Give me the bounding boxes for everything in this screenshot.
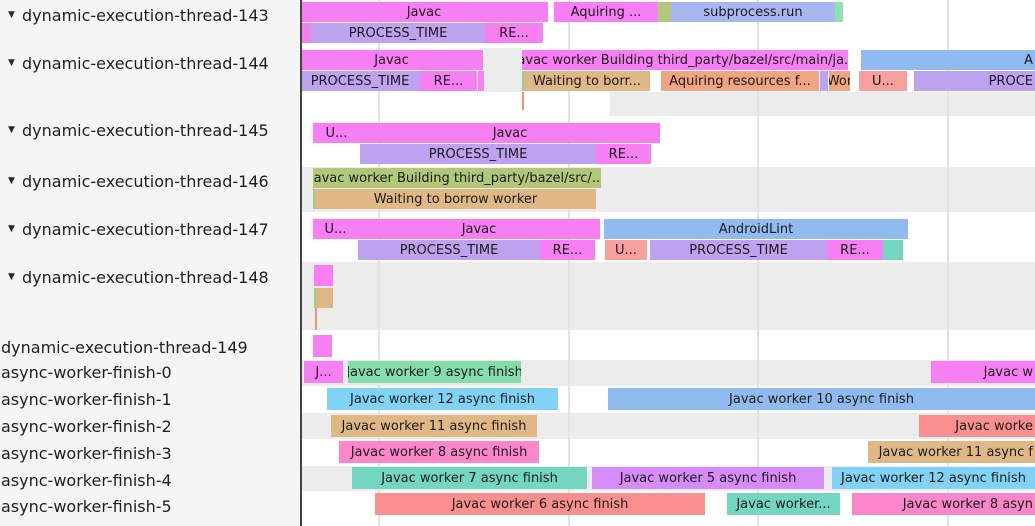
timeline-slice[interactable]: Javac worker... <box>727 493 840 515</box>
timeline-slice[interactable] <box>820 71 828 91</box>
collapse-triangle-icon[interactable]: ▼ <box>8 125 15 135</box>
track-name-row[interactable]: ▼ dynamic-execution-thread-143 <box>0 5 269 25</box>
timeline-slice[interactable]: Javac worker 11 async f <box>868 441 1035 463</box>
collapse-triangle-icon[interactable]: ▼ <box>8 224 15 234</box>
timeline-slice[interactable] <box>316 288 333 308</box>
timeline-slice[interactable]: Javac <box>358 219 600 239</box>
timeline-slice[interactable] <box>300 23 311 43</box>
track-background-band <box>483 48 522 92</box>
track-name-row[interactable]: ▼ dynamic-execution-thread-146 <box>0 171 269 191</box>
collapse-triangle-icon[interactable]: ▼ <box>8 58 15 68</box>
track-name-row[interactable]: ▼ dynamic-execution-thread-148 <box>0 267 269 287</box>
timeline-slice[interactable]: subprocess.run <box>671 2 835 22</box>
timeline-slice[interactable]: Javac worker 8 async finish <box>339 441 539 463</box>
timeline-slice[interactable]: PROCESS_TIME <box>311 23 485 43</box>
timeline-slice[interactable]: Aquiring resources f... <box>661 71 819 91</box>
track-name-row[interactable]: async-worker-finish-0 <box>0 362 172 382</box>
timeline-slice[interactable]: U... <box>313 219 358 239</box>
track-label: dynamic-execution-thread-148 <box>22 267 269 287</box>
timeline-slice[interactable]: J... <box>304 361 343 383</box>
track-name-row[interactable]: async-worker-finish-5 <box>0 496 172 516</box>
timeline-slice[interactable]: PROCE <box>914 71 1035 91</box>
track-name-row[interactable]: async-worker-finish-2 <box>0 416 172 436</box>
timeline-slice[interactable]: U... <box>313 123 360 143</box>
timeline-slice[interactable]: Javac <box>360 123 660 143</box>
timeline-slice[interactable] <box>314 265 333 286</box>
slice-edge-tick <box>315 308 317 330</box>
track-background-band <box>610 92 1035 116</box>
timeline-slice[interactable]: Javac <box>300 2 548 22</box>
track-label: async-worker-finish-5 <box>1 496 172 516</box>
slice-edge-tick <box>522 92 524 110</box>
track-label: async-worker-finish-3 <box>1 443 172 463</box>
collapse-triangle-icon[interactable]: ▼ <box>8 272 15 282</box>
time-gridline <box>947 0 949 526</box>
time-gridline <box>378 0 380 526</box>
track-label: dynamic-execution-thread-146 <box>22 171 269 191</box>
track-name-row[interactable]: dynamic-execution-thread-149 <box>0 337 248 357</box>
time-gridline <box>568 0 570 526</box>
track-name-sidebar: ▼ dynamic-execution-thread-143 ▼ dynamic-ex… <box>0 0 300 526</box>
timeline-slice[interactable]: Javac worker 7 async finish <box>352 467 587 489</box>
track-label: async-worker-finish-0 <box>1 362 172 382</box>
timeline-slice[interactable]: Javac worker 6 async finish <box>375 493 705 515</box>
collapse-triangle-icon[interactable]: ▼ <box>8 10 15 20</box>
timeline-slice[interactable]: U... <box>605 240 647 260</box>
timeline-slice[interactable]: Wor <box>829 71 850 91</box>
track-label: dynamic-execution-thread-149 <box>1 337 248 357</box>
timeline-slice[interactable]: RE... <box>540 240 595 260</box>
timeline-slice[interactable]: RE... <box>596 144 651 164</box>
timeline-slice[interactable] <box>883 240 903 260</box>
timeline-slice[interactable] <box>835 2 843 22</box>
timeline-slice[interactable]: U... <box>859 71 907 91</box>
track-label: dynamic-execution-thread-144 <box>22 53 269 73</box>
timeline-slice[interactable]: Javac w <box>931 361 1035 383</box>
track-name-row[interactable]: ▼ dynamic-execution-thread-144 <box>0 53 269 73</box>
timeline-slice[interactable] <box>313 335 332 357</box>
time-gridline <box>757 0 759 526</box>
track-background-band <box>302 262 1035 330</box>
timeline-slice[interactable]: RE... <box>420 71 477 91</box>
track-label: async-worker-finish-1 <box>1 389 172 409</box>
timeline-slice[interactable]: AndroidLint <box>604 219 908 239</box>
track-name-row[interactable]: async-worker-finish-1 <box>0 389 172 409</box>
timeline-slice[interactable]: RE... <box>485 23 543 43</box>
timeline-slice[interactable]: Javac worker 5 async finish <box>592 467 824 489</box>
timeline-slice[interactable]: Javac worker 8 asyn <box>852 493 1035 515</box>
timeline-slice[interactable]: Javac worker 12 async finish <box>327 388 558 410</box>
timeline-slice[interactable]: PROCESS_TIME <box>300 71 420 91</box>
track-label: async-worker-finish-2 <box>1 416 172 436</box>
track-name-row[interactable]: async-worker-finish-3 <box>0 443 172 463</box>
timeline-slice[interactable]: Javac worker 12 async finish <box>832 467 1035 489</box>
track-label: dynamic-execution-thread-147 <box>22 219 269 239</box>
timeline-slice[interactable]: PROCESS_TIME <box>358 240 540 260</box>
track-label: dynamic-execution-thread-143 <box>22 5 269 25</box>
timeline-slice[interactable]: Javac <box>300 50 483 70</box>
timeline-slice[interactable]: PROCESS_TIME <box>360 144 596 164</box>
track-label: dynamic-execution-thread-145 <box>22 120 269 140</box>
timeline-slice[interactable]: Javac worker 9 async finish <box>348 361 521 383</box>
timeline-slice[interactable]: Javac worker Building third_party/bazel/… <box>313 168 601 188</box>
track-name-row[interactable]: async-worker-finish-4 <box>0 470 172 490</box>
track-name-row[interactable]: ▼ dynamic-execution-thread-147 <box>0 219 269 239</box>
timeline-slice[interactable]: Aquiring ... <box>554 2 658 22</box>
track-label: async-worker-finish-4 <box>1 470 172 490</box>
sidebar-divider[interactable] <box>300 0 302 526</box>
timeline-slice[interactable]: PROCESS_TIME <box>650 240 827 260</box>
timeline-slice[interactable]: Javac worker 10 async finish <box>608 388 1035 410</box>
timeline-slice[interactable]: RE... <box>827 240 883 260</box>
timeline-slice[interactable]: A <box>861 50 1035 70</box>
timeline-slice[interactable] <box>658 2 671 22</box>
track-name-row[interactable]: ▼ dynamic-execution-thread-145 <box>0 120 269 140</box>
timeline-slice[interactable]: Javac worker 11 async finish <box>331 415 537 437</box>
timeline-slice[interactable]: Waiting to borrow worker <box>315 189 596 209</box>
timeline-slice[interactable] <box>478 71 484 91</box>
timeline-slice[interactable]: Waiting to borr... <box>524 71 650 91</box>
timeline-slice[interactable]: Javac worke <box>919 415 1035 437</box>
timeline-slice[interactable]: Javac worker Building third_party/bazel/… <box>522 50 848 70</box>
collapse-triangle-icon[interactable]: ▼ <box>8 176 15 186</box>
